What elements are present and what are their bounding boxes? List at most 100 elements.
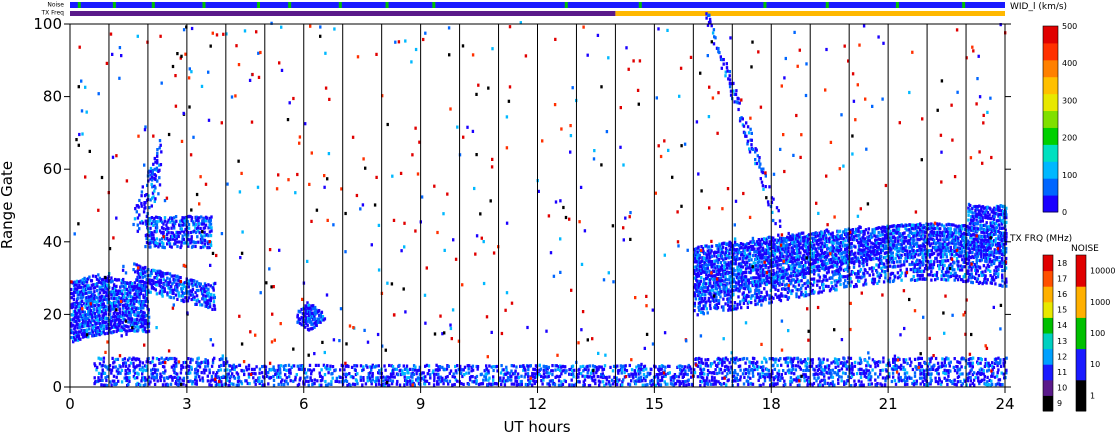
echo-point (960, 365, 963, 369)
echo-point (155, 372, 159, 376)
echo-point (208, 225, 211, 229)
echo-point (197, 288, 200, 293)
echo-point (704, 358, 707, 362)
echo-point (708, 379, 711, 383)
echo-point (705, 378, 708, 383)
echo-point (587, 375, 590, 379)
echo-point (741, 357, 744, 361)
echo-point (163, 365, 166, 369)
echo-point (766, 375, 769, 379)
echo-point (188, 282, 191, 286)
echo-point (736, 101, 739, 105)
echo-point (190, 237, 193, 241)
echo-point (190, 282, 194, 286)
echo-point (129, 281, 132, 285)
echo-point (396, 379, 399, 384)
echo-point (189, 289, 192, 293)
echo-point (786, 361, 789, 365)
echo-point (966, 379, 970, 383)
echo-point (496, 369, 499, 373)
echo-point (166, 280, 169, 284)
echo-point (644, 383, 647, 387)
echo-point (757, 259, 761, 263)
echo-point (204, 365, 207, 369)
echo-point (757, 372, 760, 376)
echo-point (127, 320, 130, 324)
echo-point (705, 273, 708, 277)
echo-point (919, 369, 922, 373)
echo-point (150, 178, 154, 182)
echo-point (206, 379, 210, 383)
echo-point (96, 282, 99, 286)
echo-point (369, 376, 372, 380)
echo-point (588, 375, 592, 379)
echo-point (902, 367, 905, 371)
echo-point (746, 125, 750, 129)
echo-point (137, 357, 141, 361)
echo-point (877, 375, 880, 379)
echo-point (814, 372, 818, 376)
echo-point (849, 252, 852, 257)
echo-point (505, 368, 508, 372)
echo-point (607, 380, 611, 384)
echo-point (709, 284, 712, 288)
echo-point (913, 357, 917, 361)
echo-point (757, 238, 760, 242)
echo-point (713, 250, 717, 254)
echo-point (155, 368, 158, 372)
echo-point (162, 285, 165, 289)
echo-point (129, 288, 132, 292)
echo-point (501, 379, 504, 383)
echo-point (100, 281, 103, 285)
echo-point (741, 283, 744, 287)
echo-point (763, 264, 766, 268)
echo-point (557, 365, 561, 369)
echo-point (588, 364, 591, 368)
echo-point (699, 375, 702, 379)
echo-point (799, 242, 802, 246)
echo-point (717, 271, 721, 275)
echo-point (586, 371, 589, 375)
echo-point (867, 378, 870, 382)
echo-point (956, 371, 959, 375)
echo-point (254, 372, 257, 376)
echo-point (208, 371, 211, 375)
echo-point (716, 261, 719, 265)
echo-point (117, 324, 121, 328)
echo-point (208, 245, 211, 249)
echo-point (103, 290, 107, 294)
echo-point (693, 265, 696, 269)
echo-point (144, 270, 147, 274)
echo-point (818, 383, 822, 388)
echo-point (746, 139, 750, 143)
echo-point (796, 245, 799, 249)
echo-point (500, 364, 503, 368)
echo-point (755, 271, 758, 275)
echo-point (155, 168, 159, 172)
echo-point (738, 101, 741, 105)
echo-point (166, 383, 170, 387)
echo-point (158, 183, 162, 187)
echo-point (836, 260, 840, 264)
echo-point (172, 291, 175, 295)
echo-point (140, 204, 143, 208)
echo-point (209, 298, 212, 303)
echo-point (170, 245, 173, 249)
echo-point (617, 368, 621, 373)
echo-point (822, 368, 826, 372)
echo-point (728, 361, 731, 365)
echo-point (752, 239, 755, 244)
echo-point (864, 371, 868, 375)
echo-point (388, 383, 391, 387)
echo-point (122, 295, 126, 299)
echo-point (194, 226, 197, 230)
echo-point (804, 260, 807, 264)
echo-point (615, 376, 618, 380)
echo-point (753, 367, 756, 372)
echo-point (87, 335, 90, 339)
echo-point (136, 216, 140, 220)
echo-point (805, 365, 809, 369)
echo-point (971, 381, 974, 386)
echo-point (765, 248, 769, 252)
echo-point (102, 324, 106, 328)
